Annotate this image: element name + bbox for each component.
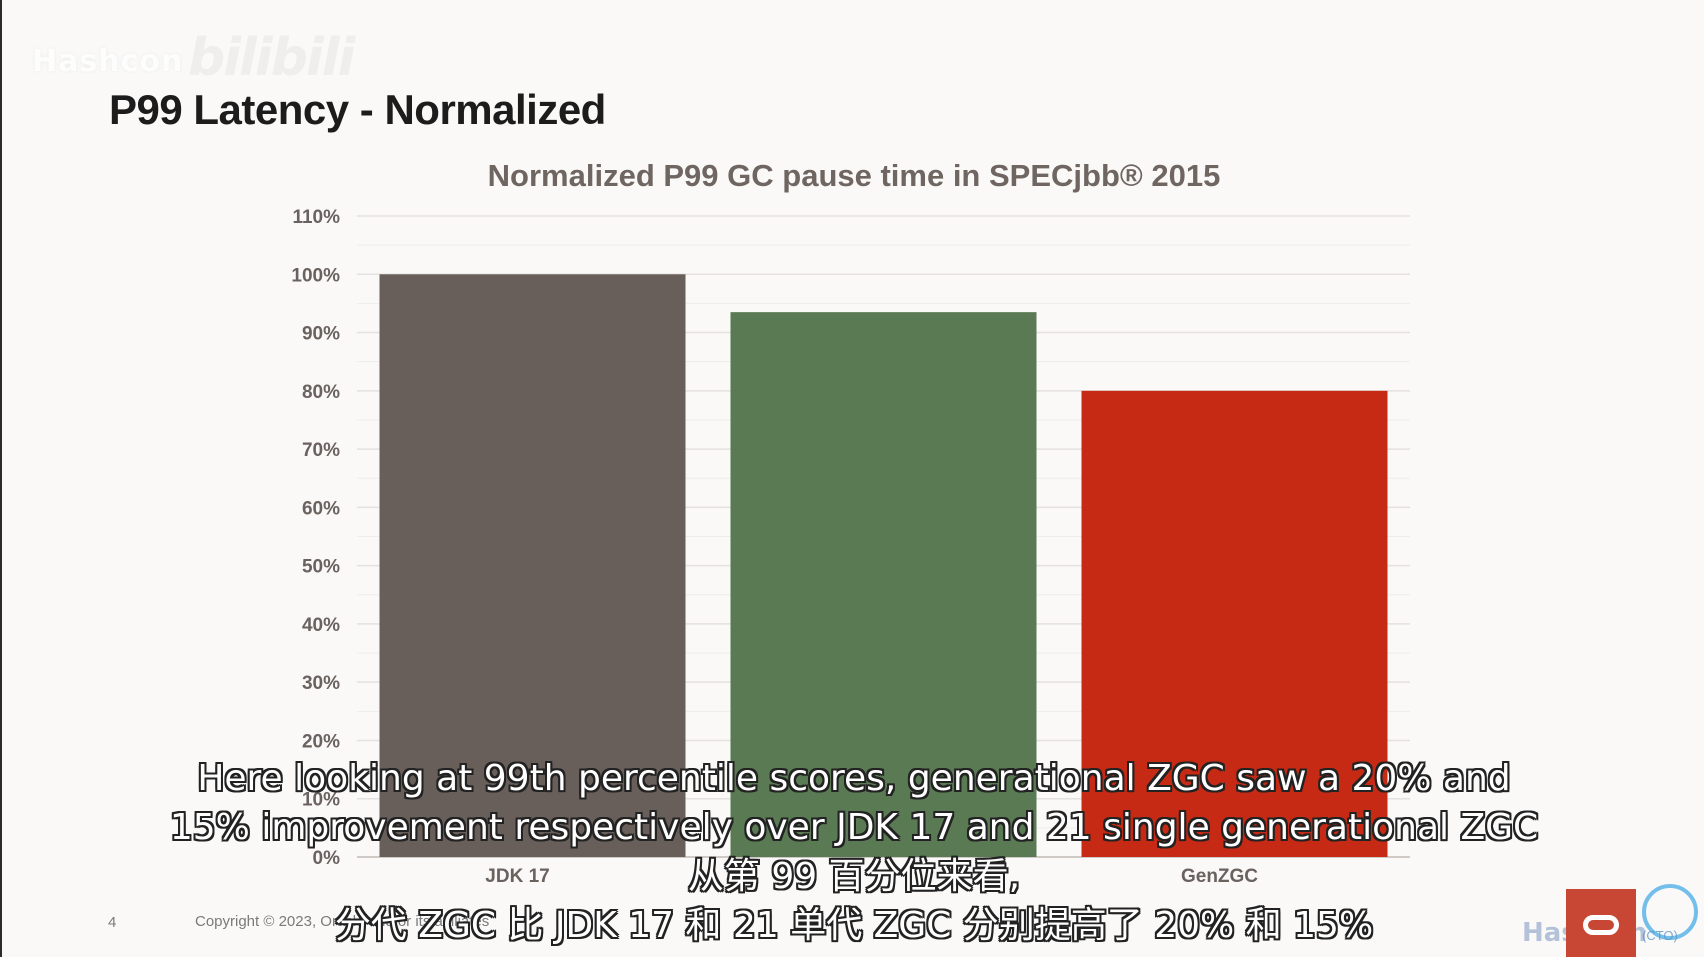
oracle-ring-icon <box>1583 915 1619 935</box>
y-tick-label: 40% <box>302 615 340 636</box>
subtitle-en-line-2: 15% improvement respectively over JDK 17… <box>169 807 1539 848</box>
subtitle-cn-line-1: 从第 99 百分位来看, <box>687 856 1021 897</box>
cto-circle-icon <box>1642 884 1698 940</box>
y-tick-label: 20% <box>302 731 340 752</box>
y-tick-label: 110% <box>292 207 340 228</box>
y-tick-label: 10% <box>302 790 340 811</box>
page-number: 4 <box>108 914 117 931</box>
y-tick-label: 60% <box>302 498 340 519</box>
y-tick-label: 80% <box>302 382 340 403</box>
y-tick-label: 70% <box>302 440 340 461</box>
copyright-notice: Copyright © 2023, Oracle and/or its affi… <box>195 913 490 930</box>
corner-watermark-sub: (CTO) <box>1642 928 1678 943</box>
subtitle-en-line-1: Here looking at 99th percentile scores, … <box>197 758 1511 799</box>
bar-1 <box>730 312 1037 857</box>
x-tick-label: GenZGC <box>1181 866 1258 887</box>
bar-0 <box>379 274 686 858</box>
oracle-logo-icon <box>1566 889 1636 957</box>
y-tick-label: 0% <box>313 848 341 869</box>
bar-2 <box>1081 390 1388 857</box>
y-tick-label: 100% <box>291 265 340 286</box>
bilibili-watermark: bilibili <box>188 28 355 88</box>
chart-title: Normalized P99 GC pause time in SPECjbb®… <box>487 158 1221 193</box>
slide-title: P99 Latency - Normalized <box>109 86 606 133</box>
y-tick-label: 90% <box>302 324 340 345</box>
y-tick-label: 30% <box>302 673 340 694</box>
subtitle-cn-line-2: 分代 ZGC 比 JDK 17 和 21 单代 ZGC 分别提高了 20% 和 … <box>334 905 1374 946</box>
hashcon-watermark: Hashcon <box>32 44 184 79</box>
x-tick-label: JDK 17 <box>485 866 549 887</box>
y-tick-label: 50% <box>302 557 340 578</box>
